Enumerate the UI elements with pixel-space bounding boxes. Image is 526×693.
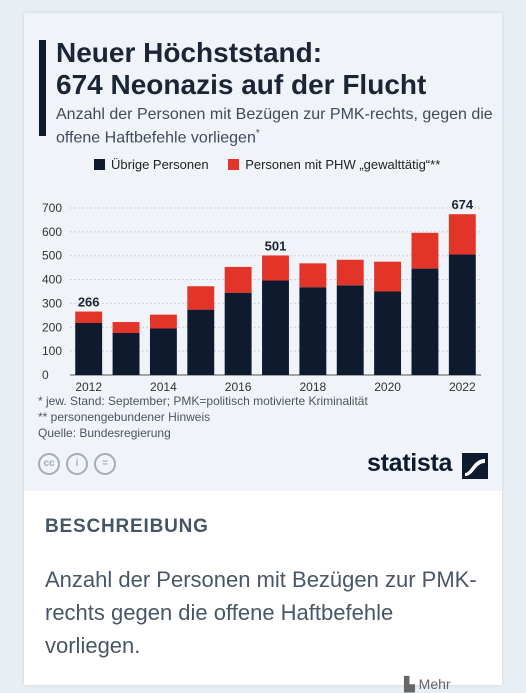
- bar-2018-series-1: [299, 263, 327, 288]
- y-tick-label: 700: [42, 201, 62, 215]
- bar-2016-series-0: [224, 292, 252, 375]
- title-line-2: 674 Neonazis auf der Flucht: [56, 69, 427, 100]
- x-tick-label: 2016: [225, 380, 252, 393]
- bar-2017-series-1: [262, 255, 289, 281]
- legend-item-other: Übrige Personen: [94, 157, 209, 172]
- bar-2016-series-1: [224, 266, 252, 293]
- statista-logo-icon: [462, 453, 488, 479]
- bar-2015-series-1: [187, 286, 215, 310]
- bar-2020-series-1: [374, 261, 402, 292]
- subtitle-footnote-mark: *: [255, 128, 260, 139]
- description-heading: BESCHREIBUNG: [45, 516, 209, 537]
- footnote-2: ** personengebundener Hinweis: [38, 410, 211, 424]
- legend-swatch-other: [94, 159, 105, 170]
- subtitle-text: Anzahl der Personen mit Bezügen zur PMK-…: [56, 106, 493, 147]
- bar-2022-series-0: [448, 254, 476, 375]
- infographic: Neuer Höchststand: 674 Neonazis auf der …: [24, 13, 502, 491]
- bar-chart: 0 100 200 300 400 500 600 700 2012 2014 2016 2018 20…: [42, 197, 481, 393]
- y-tick-label: 0: [42, 368, 49, 382]
- bar-2015-series-0: [187, 309, 215, 375]
- cc-icon[interactable]: cc: [38, 453, 60, 475]
- bar-2014-series-1: [149, 314, 177, 329]
- legend-label-other: Übrige Personen: [111, 157, 209, 172]
- y-tick-label: 400: [42, 273, 62, 287]
- statista-logo[interactable]: statista: [367, 449, 453, 477]
- chart-legend: Übrige Personen Personen mit PHW „gewalt…: [94, 157, 494, 172]
- chart-card: Neuer Höchststand: 674 Neonazis auf der …: [24, 13, 502, 692]
- bar-2019-series-0: [336, 285, 364, 375]
- y-tick-label: 600: [42, 225, 62, 239]
- bar-2019-series-1: [336, 259, 364, 286]
- document-icon: ▙: [404, 676, 415, 692]
- by-icon[interactable]: i: [66, 453, 88, 475]
- bar-2020-series-0: [374, 291, 402, 375]
- x-tick-label: 2018: [300, 380, 327, 393]
- license-icons: cc i =: [38, 453, 122, 475]
- y-tick-label: 200: [42, 320, 62, 334]
- legend-item-phw: Personen mit PHW „gewalttätig“**: [228, 157, 440, 172]
- legend-label-phw: Personen mit PHW „gewalttätig“**: [245, 157, 441, 172]
- chart-title: Neuer Höchststand: 674 Neonazis auf der …: [56, 37, 496, 101]
- bar-2021-series-1: [411, 232, 439, 269]
- title-accent-bar: [39, 40, 46, 136]
- nd-icon[interactable]: =: [94, 453, 116, 475]
- x-tick-label: 2022: [449, 380, 476, 393]
- data-label-2022: 674: [451, 197, 473, 212]
- x-tick-label: 2014: [150, 380, 177, 393]
- footnotes: * jew. Stand: September; PMK=politisch m…: [38, 393, 488, 441]
- description-text: Anzahl der Personen mit Bezügen zur PMK-…: [45, 567, 477, 658]
- y-tick-label: 100: [42, 344, 62, 358]
- footnote-1: * jew. Stand: September; PMK=politisch m…: [38, 394, 368, 408]
- source-note: Quelle: Bundesregierung: [38, 426, 171, 440]
- bar-2014-series-0: [149, 328, 177, 375]
- bar-2021-series-0: [411, 268, 439, 375]
- x-tick-label: 2012: [75, 380, 102, 393]
- bar-2017-series-0: [262, 280, 289, 375]
- chart-subtitle: Anzahl der Personen mit Bezügen zur PMK-…: [56, 105, 496, 147]
- data-label-2012: 266: [78, 295, 100, 310]
- y-tick-label: 500: [42, 249, 62, 263]
- bar-2012-series-1: [75, 311, 103, 323]
- x-tick-label: 2020: [374, 380, 401, 393]
- y-tick-label: 300: [42, 296, 62, 310]
- title-line-1: Neuer Höchststand:: [56, 37, 323, 68]
- bar-2013-series-0: [112, 333, 140, 375]
- bar-2022-series-1: [448, 214, 476, 255]
- data-label-2017: 501: [265, 238, 287, 253]
- legend-swatch-phw: [228, 159, 240, 170]
- bar-2013-series-1: [112, 322, 140, 334]
- bar-2018-series-0: [299, 287, 327, 375]
- more-label: Mehr: [418, 676, 451, 692]
- bar-2012-series-0: [75, 322, 103, 375]
